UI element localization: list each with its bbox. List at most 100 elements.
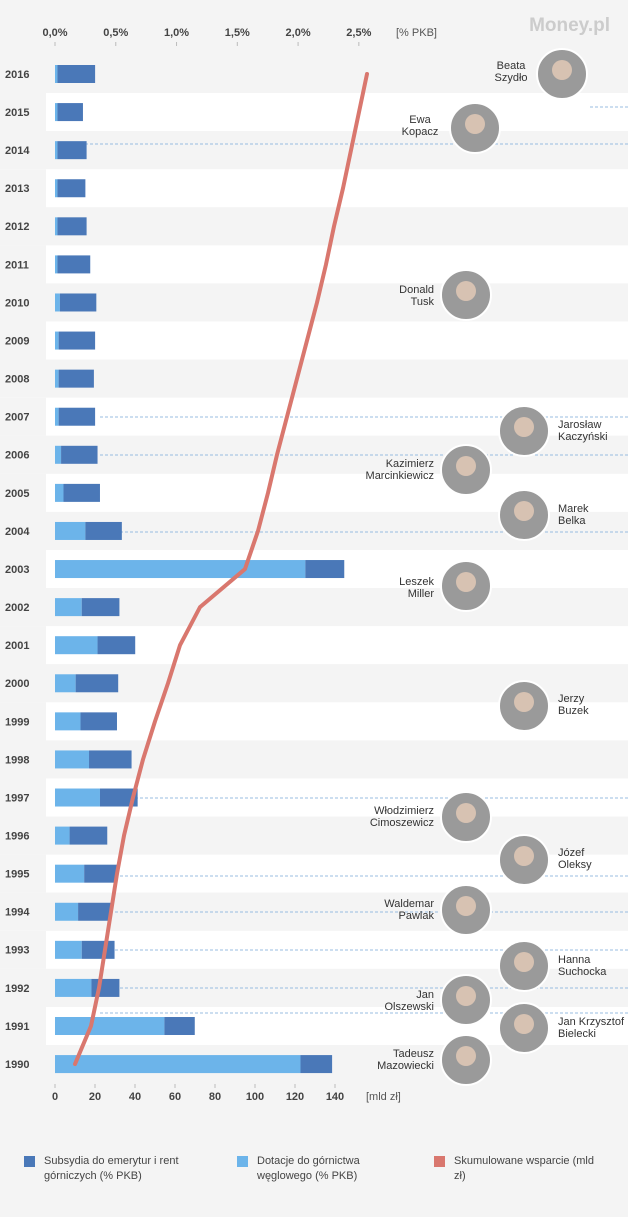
bar-segment <box>89 750 132 769</box>
year-cell <box>0 854 46 893</box>
year-cell <box>0 511 46 550</box>
year-cell <box>0 245 46 284</box>
bar-segment <box>97 636 136 655</box>
legend-label: Dotacje do górnictwa węglowego (% PKB) <box>257 1155 360 1182</box>
y-tick-label: 2011 <box>5 259 29 271</box>
legend-swatch <box>434 1156 445 1167</box>
year-cell <box>0 1006 46 1046</box>
annotation-label: Tusk <box>411 296 435 308</box>
annotation-label: Waldemar <box>384 898 434 910</box>
x-axis-label: [% PKB] <box>396 27 437 39</box>
annotation-label: Kazimierz <box>386 458 434 470</box>
x2-tick-label: 100 <box>246 1091 264 1103</box>
bar-segment <box>55 978 92 997</box>
bar-segment <box>55 826 70 845</box>
annotation-label: Buzek <box>558 705 589 717</box>
year-cell <box>0 778 46 817</box>
cumulative-line <box>73 72 369 1067</box>
row-stripe <box>46 588 628 627</box>
bar-segment <box>55 864 85 883</box>
y-tick-label: 2004 <box>5 526 30 538</box>
annotation-label: Hanna <box>558 954 591 966</box>
row-stripe <box>46 283 628 322</box>
bar-segment <box>55 179 58 198</box>
bar-segment <box>57 217 87 236</box>
bar-segment <box>57 179 86 198</box>
bar-segment <box>78 902 111 921</box>
bar-segment <box>55 750 90 769</box>
y-tick-label: 1995 <box>5 869 29 881</box>
row-stripe <box>0 93 628 132</box>
annotation-label: Olszewski <box>384 1001 434 1013</box>
portrait-face <box>514 952 534 972</box>
bar-segment <box>57 103 83 122</box>
x2-tick-label: 140 <box>326 1091 344 1103</box>
bar-segment <box>55 712 81 731</box>
bar-segment <box>80 712 117 731</box>
bar-segment <box>55 1055 301 1074</box>
x-tick-label: 1,5% <box>225 27 250 39</box>
portrait-face <box>456 803 476 823</box>
year-cell <box>0 588 46 627</box>
x2-tick-label: 0 <box>52 1091 58 1103</box>
bar-segment <box>55 674 76 693</box>
portrait-face <box>514 692 534 712</box>
portrait-face <box>456 986 476 1006</box>
bar-segment <box>55 65 58 83</box>
annotation-label: Jarosław <box>558 419 601 431</box>
bar-segment <box>55 598 82 617</box>
portrait-face <box>552 60 572 80</box>
annotation-label: Szydło <box>494 72 527 84</box>
legend-item: Subsydia do emerytur i rent górniczych (… <box>24 1154 194 1184</box>
row-stripe <box>0 321 628 360</box>
bar-segment <box>55 1017 165 1035</box>
annotation-label: Belka <box>558 515 586 527</box>
year-cell <box>0 1045 46 1084</box>
legend-item: Skumulowane wsparcie (mld zł) <box>434 1154 604 1184</box>
legend-item: Dotacje do górnictwa węglowego (% PKB) <box>237 1154 407 1184</box>
y-tick-label: 2016 <box>5 69 29 81</box>
x2-tick-label: 20 <box>89 1091 101 1103</box>
x-tick-label: 2,0% <box>286 27 311 39</box>
bar-segment <box>84 864 117 883</box>
bar-segment <box>55 217 58 236</box>
annotation-label: Suchocka <box>558 966 607 978</box>
bar-segment <box>55 483 64 502</box>
x-tick-label: 1,0% <box>164 27 189 39</box>
year-cell <box>0 664 46 703</box>
bar-segment <box>55 293 60 312</box>
y-tick-label: 1990 <box>5 1059 29 1071</box>
year-cell <box>0 397 46 436</box>
portrait-face <box>465 114 485 134</box>
annotation-label: Oleksy <box>558 859 592 871</box>
bar-segment <box>55 902 79 921</box>
annotation-label: Beata <box>497 60 527 72</box>
y-tick-label: 2006 <box>5 450 29 462</box>
row-stripe <box>0 245 628 284</box>
portrait-face <box>514 417 534 437</box>
year-cell <box>0 816 46 855</box>
bar-segment <box>99 788 138 807</box>
year-cell <box>0 359 46 398</box>
bar-segment <box>58 331 96 350</box>
year-cell <box>0 740 46 779</box>
year-cell <box>0 283 46 322</box>
bar-segment <box>57 65 96 83</box>
bar-segment <box>55 521 86 540</box>
legend-swatch <box>24 1156 35 1167</box>
bar-segment <box>55 103 58 122</box>
bar-segment <box>69 826 108 845</box>
annotation-label: Ewa <box>409 114 431 126</box>
y-tick-label: 1993 <box>5 945 29 957</box>
bar-segment <box>61 445 98 464</box>
bar-segment <box>55 560 306 579</box>
row-stripe <box>46 359 628 398</box>
annotation-label: Tadeusz <box>393 1048 434 1060</box>
portrait-face <box>514 501 534 521</box>
annotation-label: Kaczyński <box>558 431 608 443</box>
bar-segment <box>55 141 58 160</box>
annotation-label: Jan <box>416 989 434 1001</box>
y-tick-label: 2003 <box>5 564 29 576</box>
x-tick-label: 0,0% <box>42 27 67 39</box>
